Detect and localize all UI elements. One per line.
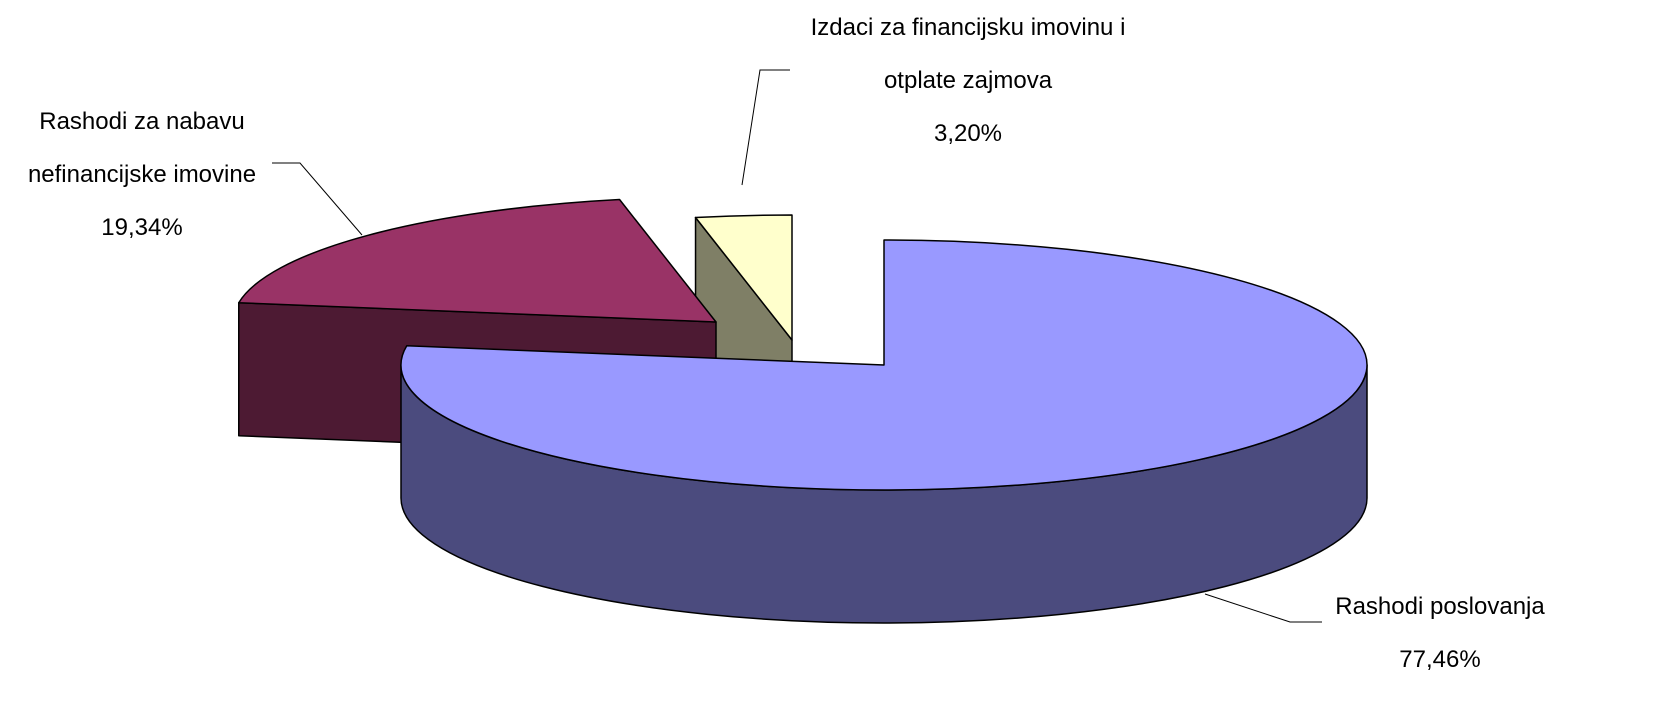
slice bbox=[694, 214, 793, 341]
value-label: 3,20% bbox=[933, 120, 1003, 147]
slice bbox=[238, 198, 717, 323]
leader-line bbox=[741, 69, 790, 186]
leader-lines bbox=[272, 69, 1322, 623]
slices bbox=[238, 198, 1368, 624]
category-label: Rashodi poslovanja bbox=[1335, 593, 1545, 620]
category-label: Izdaci za financijsku imovinu i otplate … bbox=[810, 14, 1126, 94]
leader-line bbox=[1204, 593, 1322, 623]
value-label: 19,34% bbox=[101, 214, 183, 241]
category-label: Rashodi za nabavu nefinancijske imovine bbox=[27, 108, 257, 188]
leader-line bbox=[272, 162, 363, 236]
slice bbox=[400, 239, 1368, 491]
value-label: 77,46% bbox=[1399, 646, 1481, 673]
